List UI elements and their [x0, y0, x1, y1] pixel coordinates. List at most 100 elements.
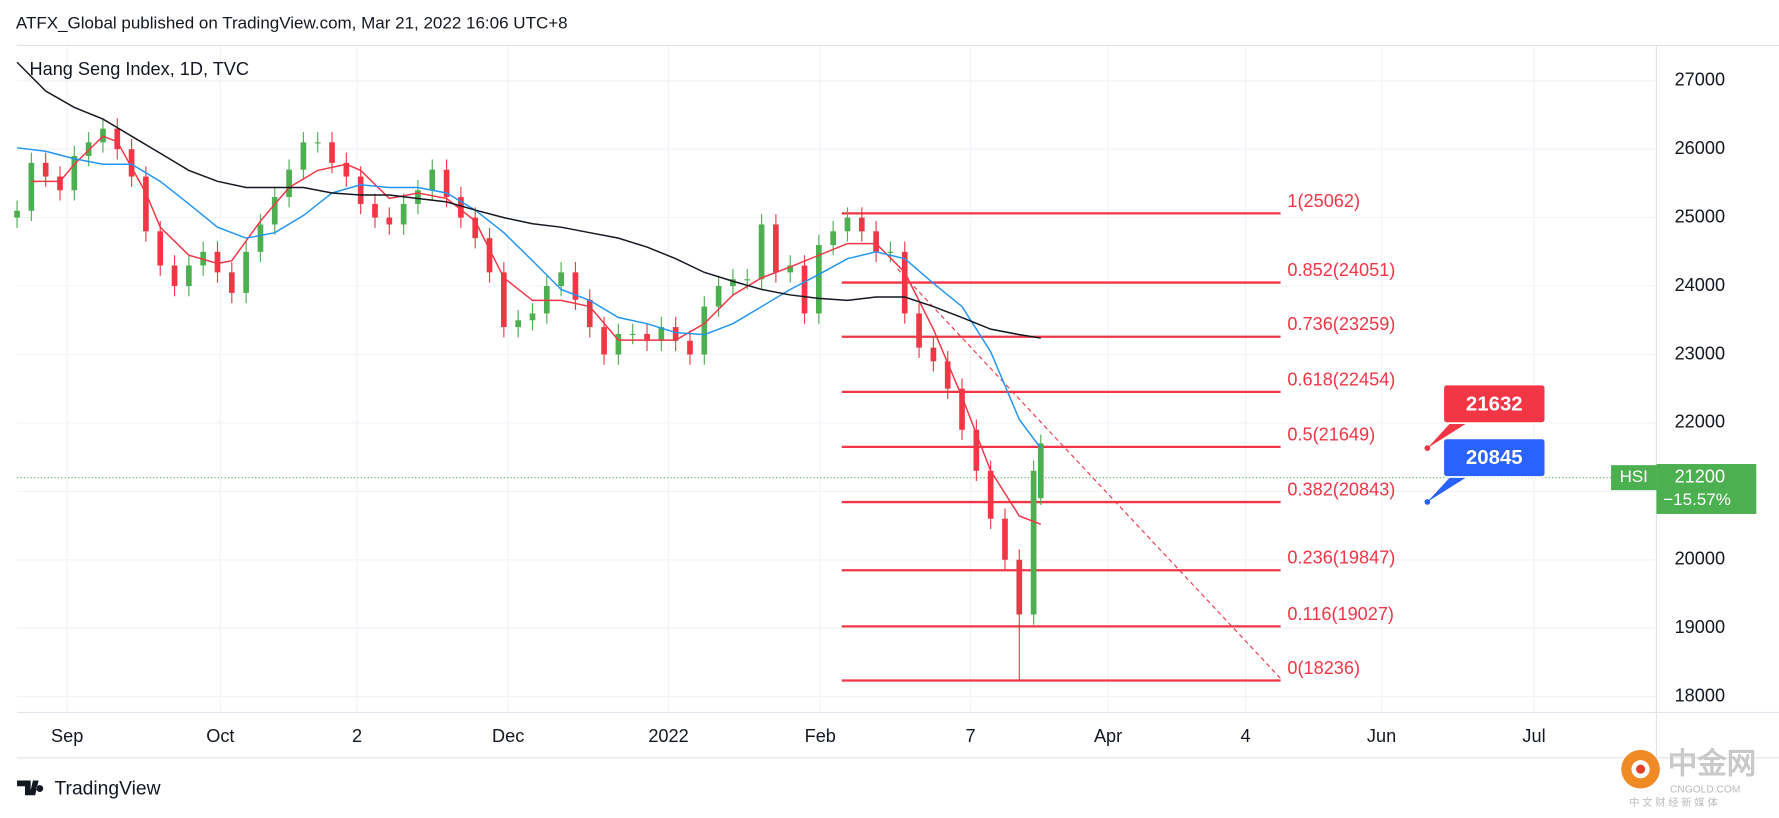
candle-body: [973, 429, 980, 471]
fib-label: 0.852(24051): [1287, 260, 1395, 280]
candle-body: [930, 347, 937, 362]
candle-body: [773, 224, 779, 273]
candle-body: [844, 217, 851, 232]
symbol-badge: [1611, 465, 1657, 491]
candle-body: [944, 361, 951, 389]
callout-anchor: [1424, 499, 1431, 505]
candle-body: [873, 231, 879, 252]
candle-body: [586, 299, 593, 328]
watermark: 中金网 CNGOLD.COM 中 文 财 经 新 媒 体: [1621, 747, 1756, 809]
candle-body: [1002, 518, 1008, 560]
candle-body: [257, 224, 264, 252]
candle-body: [901, 251, 908, 314]
watermark-site: CNGOLD.COM: [1670, 784, 1740, 795]
price-label: 21200: [1675, 466, 1725, 486]
x-tick-label: 2022: [648, 726, 688, 746]
symbol-label: HSI: [1620, 467, 1648, 486]
y-tick-label: 19000: [1675, 617, 1725, 637]
candle-body: [143, 176, 149, 232]
candle-body: [529, 313, 536, 321]
fib-label: 0.618(22454): [1287, 369, 1395, 389]
y-tick-label: 23000: [1675, 343, 1725, 363]
candle-body: [214, 251, 221, 273]
candle-body: [787, 265, 794, 273]
callout-pointer: [1427, 474, 1471, 502]
candle-body: [71, 156, 78, 191]
callout-box: [1442, 383, 1547, 424]
candle-body: [28, 162, 35, 211]
chart-title: Hang Seng Index, 1D, TVC: [30, 59, 250, 79]
trendline: [897, 268, 1282, 679]
candle-body: [186, 265, 192, 287]
x-tick-label: 2: [352, 726, 362, 746]
fib-label: 1(25062): [1287, 191, 1360, 211]
candle-body: [758, 224, 765, 280]
candle-body: [57, 176, 63, 191]
callout-pointer: [1427, 420, 1471, 449]
fib-label: 0.236(19847): [1287, 548, 1395, 568]
candle-body: [171, 265, 178, 287]
x-tick-label: 7: [966, 726, 976, 746]
fib-label: 0.382(20843): [1287, 480, 1395, 500]
brand: TradingView: [54, 779, 160, 800]
x-tick-label: Jul: [1522, 726, 1545, 746]
candle-body: [816, 244, 822, 314]
candle-body: [801, 265, 808, 314]
candle-body: [701, 306, 708, 355]
candle-body: [14, 210, 20, 218]
candle-body: [858, 217, 865, 232]
fib-label: 0(18236): [1287, 658, 1360, 678]
candle-body: [672, 327, 679, 341]
x-tick-label: 4: [1240, 726, 1250, 746]
candle-body: [644, 333, 650, 341]
x-tick-label: Apr: [1094, 726, 1122, 746]
candle-body: [157, 231, 164, 266]
y-tick-label: 22000: [1675, 412, 1725, 432]
candle-body: [629, 333, 636, 336]
candle-body: [300, 142, 307, 170]
change-label: −15.57%: [1663, 490, 1731, 509]
callout-box: [1442, 437, 1547, 478]
candle-body: [572, 272, 579, 300]
candle-body: [329, 142, 335, 163]
candle-body: [128, 149, 135, 177]
x-tick-label: Jun: [1367, 726, 1396, 746]
fib-label: 0.736(23259): [1287, 314, 1395, 334]
x-tick-label: Oct: [206, 726, 234, 746]
candle-body: [615, 333, 622, 355]
candle-body: [114, 128, 121, 150]
y-tick-label: 27000: [1675, 70, 1725, 90]
candle-body: [959, 388, 965, 430]
watermark-name: 中金网: [1668, 747, 1756, 781]
callout-label: 20845: [1466, 447, 1523, 469]
candle-body: [715, 286, 722, 307]
candle-body: [458, 197, 464, 218]
price-badge: [1656, 464, 1757, 514]
y-tick-label: 24000: [1675, 275, 1725, 295]
candle-body: [501, 272, 507, 328]
callout-label: 21632: [1466, 393, 1523, 415]
candle-body: [472, 217, 479, 239]
moving-average: [31, 135, 1042, 525]
callout-anchor: [1424, 445, 1431, 451]
candle-body: [429, 169, 436, 191]
candle-body: [987, 470, 994, 519]
x-tick-label: Sep: [51, 726, 83, 746]
y-tick-label: 20000: [1675, 549, 1725, 569]
y-tick-label: 25000: [1675, 206, 1725, 226]
y-tick-label: 18000: [1675, 685, 1725, 705]
candle-body: [558, 272, 564, 287]
candle-body: [271, 197, 278, 225]
candle-body: [243, 251, 249, 293]
candle-body: [601, 327, 607, 355]
tv-logo: TradingView: [17, 779, 161, 800]
candle-body: [343, 162, 350, 177]
plot: 1(25062) 0.852(24051) 0.736(23259) 0.618(22…: [14, 45, 1657, 713]
y-tick-label: 26000: [1675, 138, 1725, 158]
candle-body: [1030, 470, 1037, 615]
candle-body: [228, 272, 235, 293]
publish-info: ATFX_Global published on TradingView.com…: [16, 13, 568, 32]
watermark-slogan: 中 文 财 经 新 媒 体: [1629, 796, 1717, 809]
moving-average: [16, 61, 1041, 339]
